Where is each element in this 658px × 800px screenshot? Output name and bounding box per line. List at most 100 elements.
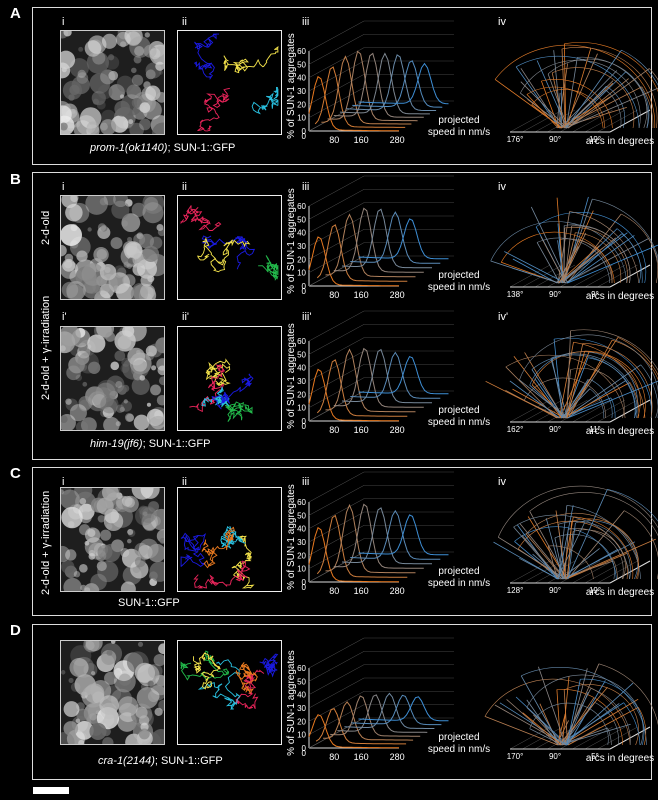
arc-plot: 170° 90° 5° arcs in degrees [484, 632, 658, 777]
arc-line [490, 221, 627, 284]
genotype-label: him-19(jf6); SUN-1::GFP [90, 438, 210, 450]
y-tick-label: 30 [297, 87, 306, 96]
x-tick-label: 90° [549, 752, 561, 761]
x-tick-label: 280 [390, 425, 405, 435]
x-axis-label: projected [438, 732, 479, 743]
series-line [308, 368, 399, 422]
y-tick-label: 30 [297, 704, 306, 713]
grid-line [509, 264, 551, 288]
grid-line [308, 229, 365, 260]
x-tick-label: 128° [507, 586, 524, 595]
x-axis-label: projected [438, 566, 479, 577]
y-axis-label: % of SUN-1 aggregates [286, 650, 297, 756]
track-path [211, 373, 254, 410]
arc-plot: 176° 90° 19° arcs in degrees [490, 25, 658, 160]
grid-line [522, 264, 563, 288]
x-tick-label: 176° [507, 135, 524, 144]
x-tick-label: 162° [507, 425, 524, 434]
arc-line [553, 339, 563, 419]
series-line [321, 55, 412, 125]
arc-line [499, 702, 567, 746]
arc-line [571, 225, 631, 284]
series-line [341, 348, 432, 404]
genotype-suffix: SUN-1::GFP [118, 597, 180, 609]
series-line [352, 60, 443, 108]
arc-line [532, 351, 641, 419]
grid-line [522, 399, 563, 423]
grid-line [308, 350, 365, 382]
arc-line [529, 702, 609, 746]
genotype-label: prom-1(ok1140); SUN-1::GFP [90, 142, 235, 154]
track-path [251, 86, 279, 115]
grid-line [308, 310, 365, 342]
row-label: 2-d-old [40, 210, 52, 245]
track-image [177, 195, 282, 300]
arc-line [520, 675, 561, 746]
y-tick-label: 30 [297, 242, 306, 251]
arc-line [559, 238, 580, 284]
arc-line [575, 520, 639, 580]
arc-line [606, 85, 626, 129]
arc-line [554, 537, 564, 580]
y-tick-label: 50 [297, 511, 306, 520]
y-tick-label: 50 [297, 350, 306, 359]
x-axis-label: projected [438, 115, 479, 126]
arc-line [514, 526, 617, 580]
grid-line [597, 399, 638, 423]
arc-line [621, 233, 642, 284]
y-tick-label: 50 [297, 215, 306, 224]
y-tick-label: 0 [302, 578, 307, 587]
arc-line [613, 560, 618, 580]
grid-line [308, 47, 365, 78]
arc-line [560, 70, 618, 129]
arc-line [551, 357, 565, 419]
track-image [177, 487, 282, 592]
series-line [333, 503, 424, 569]
series-line [314, 66, 406, 128]
y-axis-label: % of SUN-1 aggregates [286, 323, 297, 429]
arc-line [605, 89, 622, 129]
arc-line [552, 67, 635, 129]
arc-line [567, 78, 629, 129]
sub-panel-label: iv [498, 476, 506, 488]
y-tick-label: 20 [297, 255, 306, 264]
x-tick-label: 280 [390, 752, 405, 762]
x-tick-label: 0 [302, 583, 307, 592]
arc-line [565, 368, 601, 419]
arc-line [513, 514, 630, 580]
arc-line [512, 388, 565, 419]
grid-line [522, 109, 563, 133]
arc-line [558, 237, 617, 284]
arc-line [506, 699, 559, 746]
arc-line [526, 707, 567, 746]
x-tick-label: 280 [390, 586, 405, 596]
arc-line [520, 59, 641, 129]
y-tick-label: 10 [297, 404, 306, 413]
arc-line [561, 703, 620, 746]
track-path [180, 650, 230, 681]
series-line [316, 224, 408, 282]
x-tick-label: 19° [589, 135, 601, 144]
arc-line [484, 678, 631, 746]
y-tick-label: 0 [302, 417, 307, 426]
arc-line [567, 244, 658, 284]
series-line [339, 52, 430, 115]
arc-line [567, 522, 576, 580]
arc-line [565, 343, 584, 419]
series-line [344, 692, 435, 729]
arc-line [547, 58, 648, 129]
series-line [358, 218, 449, 260]
track-path [205, 358, 231, 387]
sub-panel-label: iii' [302, 311, 312, 323]
arc-line [559, 723, 631, 746]
x-tick-label: 80 [329, 135, 339, 145]
arc-line [573, 341, 646, 419]
panel-letter-b: B [10, 171, 21, 188]
series-line [308, 526, 399, 583]
track-path [235, 662, 258, 694]
series-line [333, 207, 424, 273]
y-tick-label: 30 [297, 538, 306, 547]
y-tick-label: 0 [302, 282, 307, 291]
arc-line [640, 364, 658, 419]
grid-line [308, 337, 365, 368]
